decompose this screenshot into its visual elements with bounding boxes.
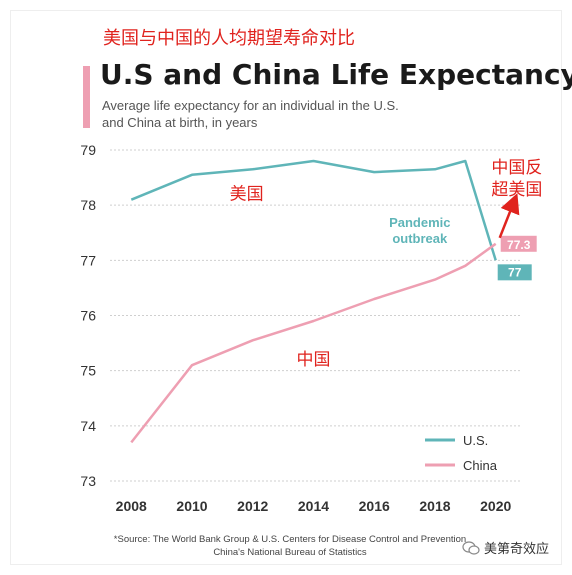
- legend-label-us: U.S.: [463, 433, 488, 448]
- source-line-2: China's National Bureau of Statistics: [213, 547, 367, 558]
- y-tick-label: 77: [80, 252, 96, 268]
- y-tick-label: 78: [80, 197, 96, 213]
- annotation-pandemic: Pandemic: [389, 215, 450, 230]
- value-label-us-box: [497, 264, 532, 281]
- value-label-china: 77.3: [507, 238, 531, 252]
- chart-card: [10, 10, 562, 565]
- y-tick-label: 79: [80, 142, 96, 158]
- legend-label-china: China: [463, 458, 498, 473]
- chart-title: U.S and China Life Expectancy: [100, 58, 572, 91]
- overtake-arrow: [498, 193, 520, 239]
- y-tick-label: 73: [80, 473, 96, 489]
- chart-subtitle: Average life expectancy for an individua…: [102, 98, 399, 130]
- y-tick-label: 76: [80, 308, 96, 324]
- x-tick-label: 2018: [419, 498, 450, 514]
- value-label-china-box: [500, 235, 537, 252]
- wechat-icon: [462, 540, 480, 555]
- x-tick-label: 2012: [237, 498, 268, 514]
- annotation-overtake-line2: 超美国: [491, 180, 542, 200]
- chinese-title: 美国与中国的人均期望寿命对比: [103, 28, 355, 49]
- annotation-overtake-line1: 中国反: [491, 158, 542, 178]
- source-note: *Source: The World Bank Group & U.S. Cen…: [90, 533, 490, 559]
- x-tick-label: 2008: [116, 498, 147, 514]
- annotation-outbreak: outbreak: [392, 231, 448, 246]
- value-label-us: 77: [508, 265, 522, 279]
- x-tick-label: 2014: [298, 498, 329, 514]
- series-line-china: [130, 242, 497, 444]
- annotation-china-cn: 中国: [296, 350, 330, 370]
- x-tick-label: 2016: [359, 498, 390, 514]
- y-tick-label: 75: [80, 363, 96, 379]
- title-accent-bar: [83, 66, 90, 128]
- y-tick-label: 74: [80, 418, 96, 434]
- source-line-1: *Source: The World Bank Group & U.S. Cen…: [113, 534, 467, 545]
- watermark-text: 美第奇效应: [484, 542, 550, 557]
- series-line-us: [130, 159, 497, 261]
- annotation-us-cn: 美国: [230, 185, 264, 205]
- watermark: 美第奇效应: [462, 538, 549, 557]
- x-tick-label: 2010: [176, 498, 207, 514]
- x-tick-label: 2020: [480, 498, 511, 514]
